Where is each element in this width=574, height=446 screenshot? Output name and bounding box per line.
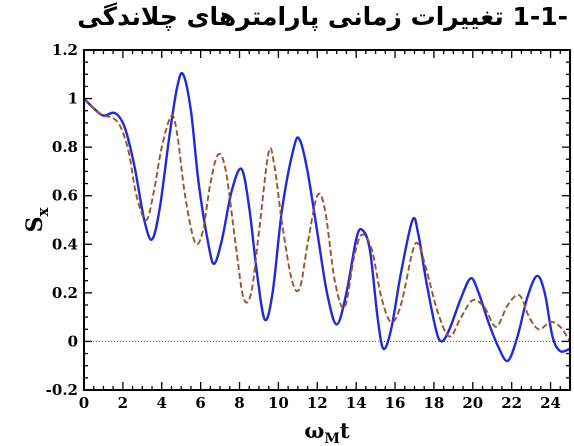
x-tick-label: 22 (501, 394, 522, 412)
x-tick-label: 8 (234, 394, 244, 412)
series-solid-line (83, 71, 571, 363)
heading-text: -1-1 تغییرات زمانی پارامترهای چلاندگی (77, 2, 568, 31)
x-axis-title: ωMt (304, 418, 350, 446)
x-tick-label: 20 (462, 394, 483, 412)
y-tick-label: 0.8 (52, 138, 78, 156)
y-tick-label: 0.4 (52, 235, 78, 253)
y-tick-label: 0 (68, 332, 78, 350)
y-axis-title: Sx (22, 207, 52, 233)
y-tick-label: 1.2 (52, 41, 78, 59)
x-tick-label: 10 (268, 394, 289, 412)
x-tick-label: 4 (157, 394, 167, 412)
x-tick-label: 0 (79, 394, 89, 412)
x-tick-label: 12 (307, 394, 328, 412)
section-heading: -1-1 تغییرات زمانی پارامترهای چلاندگی (0, 0, 574, 36)
x-tick-label: 6 (195, 394, 205, 412)
x-tick-label: 2 (118, 394, 128, 412)
x-tick-label: 24 (540, 394, 561, 412)
x-tick-label: 18 (423, 394, 444, 412)
y-tick-label: -0.2 (46, 381, 78, 399)
y-tick-label: 1 (68, 90, 78, 108)
series-dashed-line (83, 97, 571, 342)
x-tick-label: 14 (346, 394, 367, 412)
x-tick-label: 16 (385, 394, 406, 412)
y-tick-label: 0.2 (52, 284, 78, 302)
y-tick-label: 0.6 (52, 187, 78, 205)
